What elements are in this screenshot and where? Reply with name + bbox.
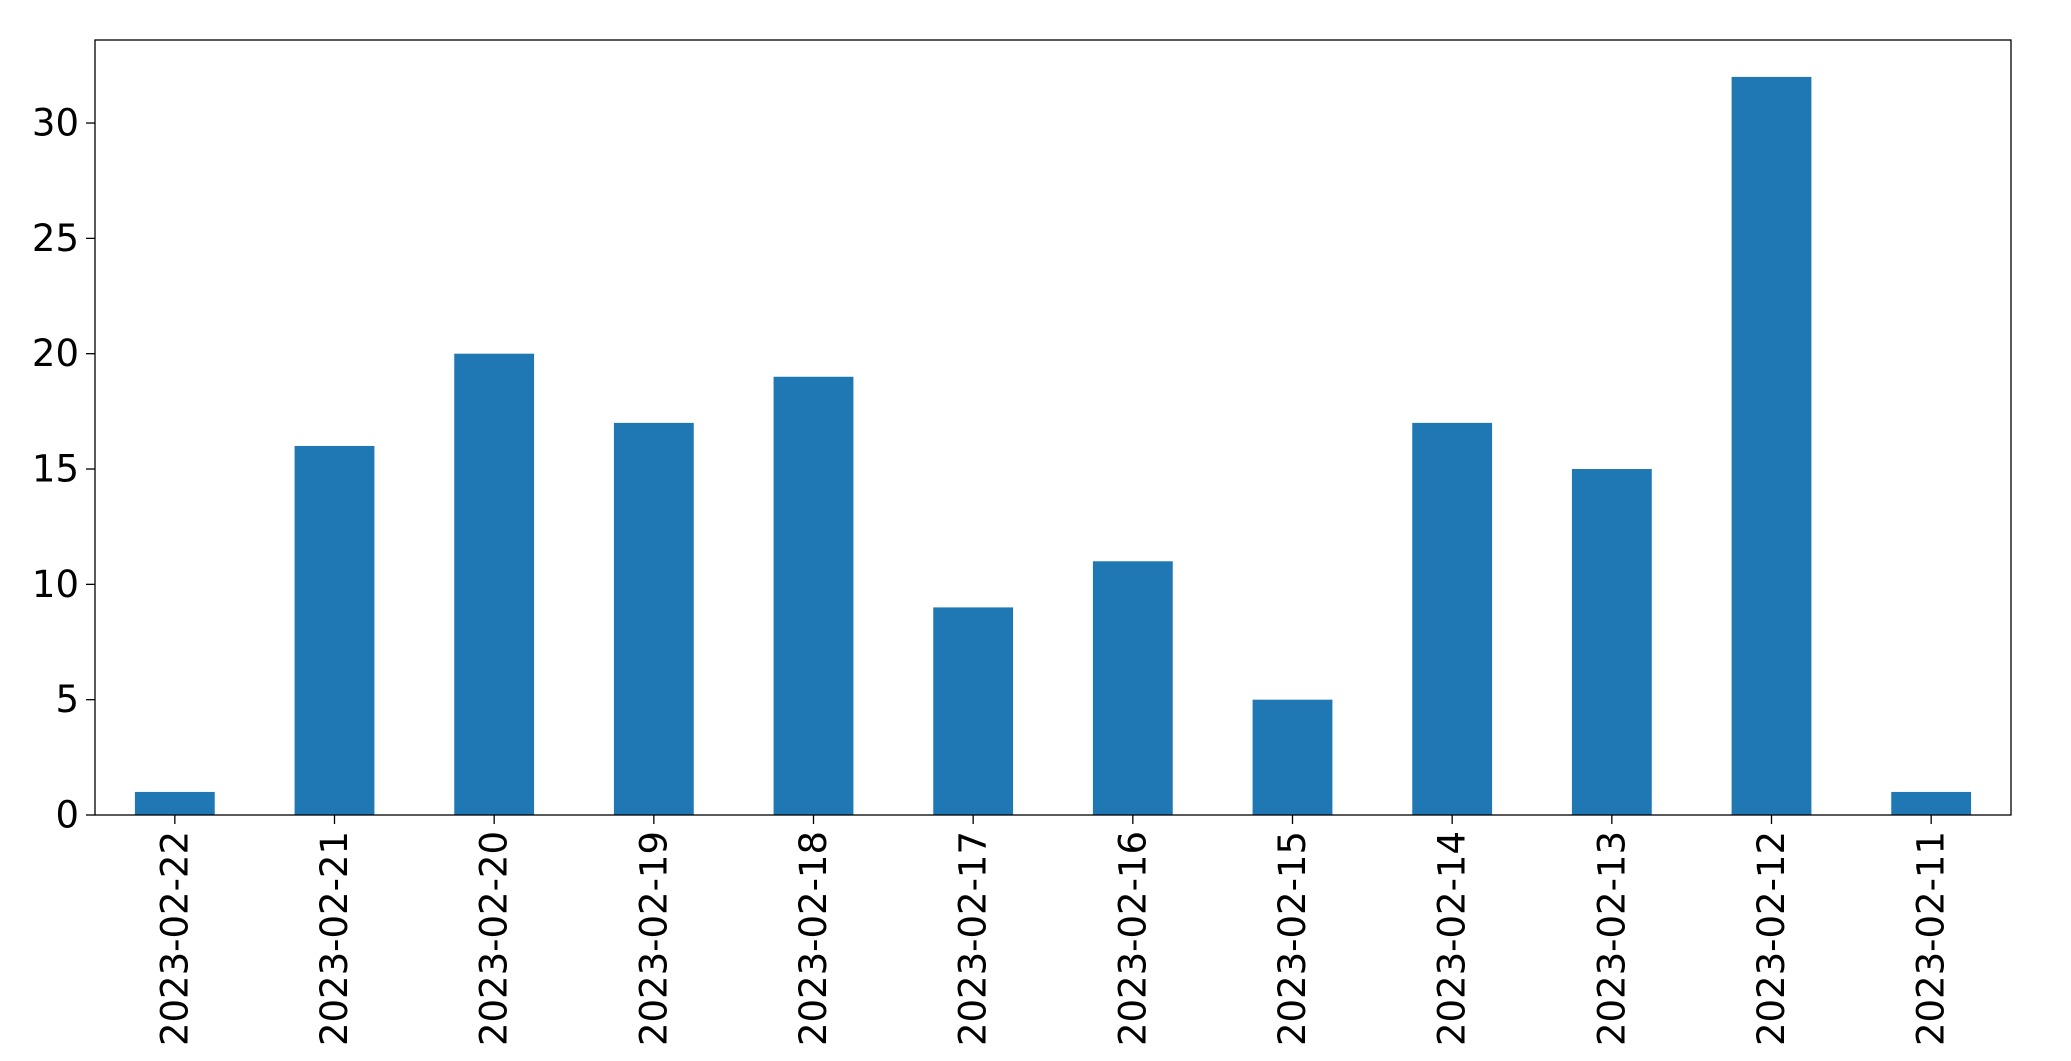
y-tick-label: 20 — [32, 332, 79, 375]
bar-2023-02-20 — [454, 353, 535, 815]
bar-2023-02-13 — [1571, 469, 1652, 815]
bar-2023-02-22 — [134, 791, 215, 815]
y-tick-label: 0 — [55, 794, 79, 837]
y-axis: 0 5 10 15 20 25 30 — [32, 102, 95, 837]
x-tick-label: 2023-02-20 — [473, 831, 516, 1046]
bar-2023-02-21 — [294, 445, 375, 815]
bar-2023-02-17 — [933, 607, 1014, 815]
x-tick-label: 2023-02-18 — [792, 831, 835, 1046]
bar-2023-02-14 — [1412, 422, 1493, 815]
bar-2023-02-12 — [1731, 76, 1812, 815]
x-tick-label: 2023-02-17 — [952, 831, 995, 1046]
bar-2023-02-18 — [773, 376, 854, 815]
y-tick-label: 15 — [32, 448, 79, 491]
bars-group — [134, 76, 1972, 815]
x-tick-label: 2023-02-12 — [1750, 831, 1793, 1046]
x-axis: 2023-02-22 2023-02-21 2023-02-20 2023-02-19… — [153, 815, 1953, 1046]
x-tick-label: 2023-02-22 — [153, 831, 196, 1046]
plot-frame — [94, 39, 2012, 816]
y-tick-label: 5 — [55, 678, 79, 721]
bar-2023-02-16 — [1092, 561, 1173, 815]
x-tick-label: 2023-02-11 — [1910, 831, 1953, 1046]
bar-2023-02-19 — [613, 422, 694, 815]
x-tick-label: 2023-02-14 — [1431, 831, 1474, 1046]
x-tick-label: 2023-02-19 — [632, 831, 675, 1046]
x-tick-label: 2023-02-21 — [313, 831, 356, 1046]
x-tick-label: 2023-02-16 — [1111, 831, 1154, 1046]
y-tick-label: 25 — [32, 217, 79, 260]
y-tick-label: 10 — [32, 563, 79, 606]
x-tick-label: 2023-02-15 — [1271, 831, 1314, 1046]
bar-2023-02-15 — [1252, 699, 1333, 815]
x-tick-label: 2023-02-13 — [1590, 831, 1633, 1046]
bar-2023-02-11 — [1891, 791, 1972, 815]
y-tick-label: 30 — [32, 102, 79, 145]
